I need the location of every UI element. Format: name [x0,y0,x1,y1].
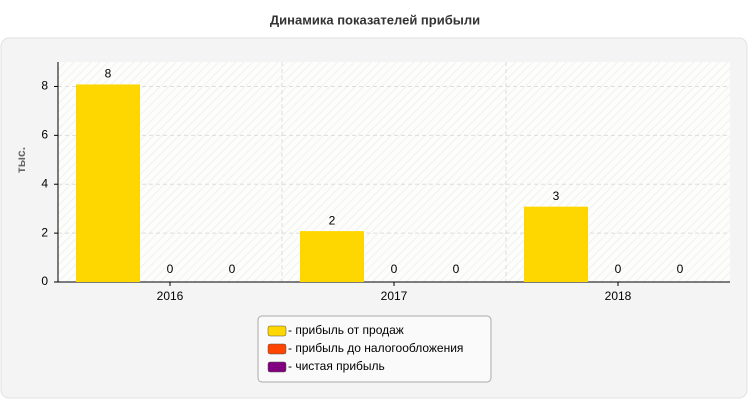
legend-label: - прибыль до налогообложения [288,341,463,355]
data-label: 0 [391,262,398,276]
legend-swatch [267,325,287,337]
y-tick-label: 6 [41,128,48,142]
bar [524,206,588,283]
data-label: 0 [167,262,174,276]
y-axis-label: тыс. [14,147,28,173]
bar [76,84,140,282]
y-tick-label: 4 [41,176,48,190]
x-tick-label: 2017 [381,289,408,303]
data-label: 8 [105,67,112,81]
y-tick-label: 2 [41,225,48,239]
y-tick-label: 8 [41,79,48,93]
x-tick-label: 2018 [605,289,632,303]
data-label: 2 [329,213,336,227]
legend [257,315,492,383]
y-tick-label: 0 [41,274,48,288]
data-label: 3 [553,189,560,203]
data-label: 0 [677,262,684,276]
legend-label: - прибыль от продаж [288,323,404,337]
data-label: 0 [453,262,460,276]
plot-area [58,62,730,282]
legend-label: - чистая прибыль [288,359,385,373]
chart-title: Динамика показателей прибыли [270,12,480,27]
bar [300,231,364,283]
data-label: 0 [615,262,622,276]
x-tick-label: 2016 [157,289,184,303]
data-label: 0 [229,262,236,276]
legend-swatch [267,343,287,355]
legend-swatch [267,361,287,373]
